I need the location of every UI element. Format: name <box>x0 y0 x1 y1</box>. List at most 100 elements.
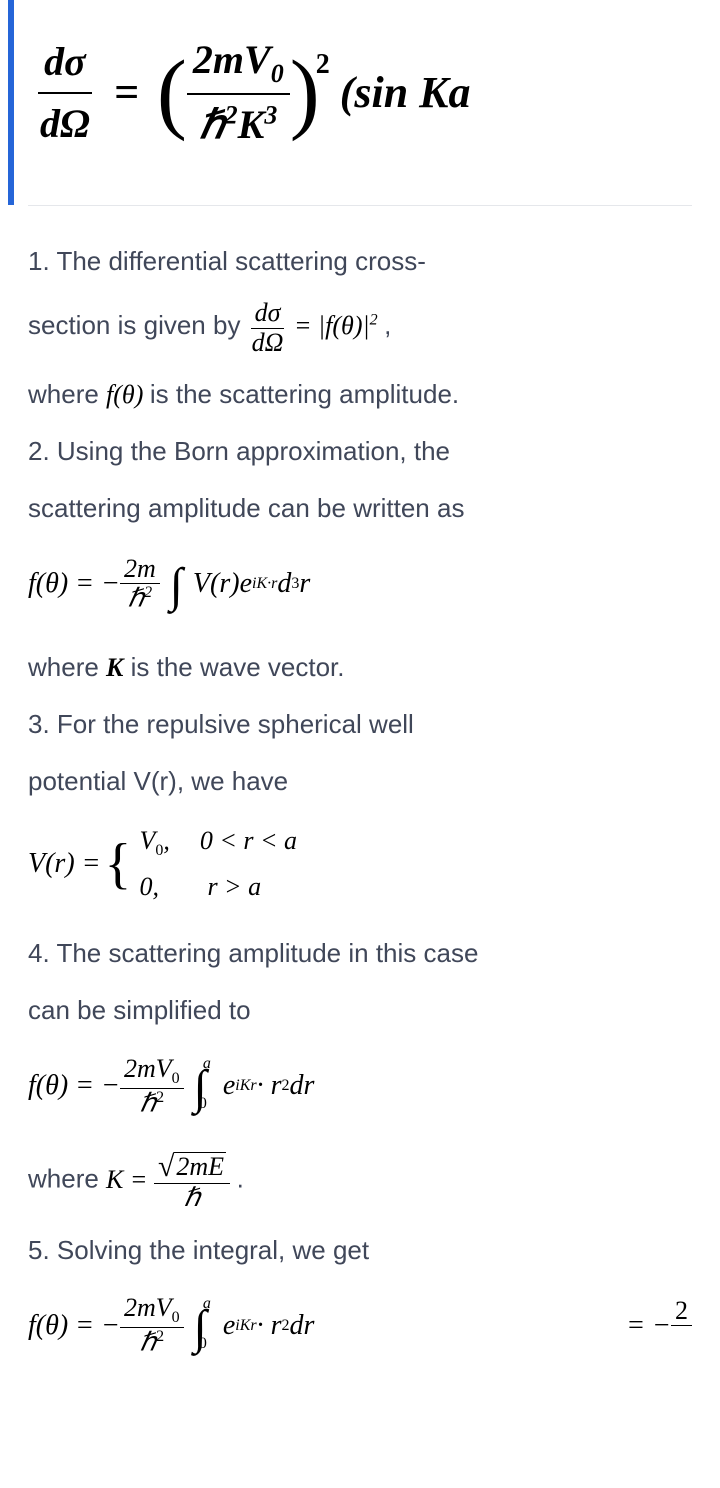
eq2-rhs-sup-text: iK·r <box>252 575 277 592</box>
s4c-math: K = √2mE ℏ <box>106 1165 237 1194</box>
equation-5: f(θ) = − 2mV0 ℏ2 ∫a0 eiKr · r2dr = − 2 <box>28 1290 692 1362</box>
eq5-frac-num: 2mV0 <box>120 1294 184 1328</box>
step-1-line3: where f(θ) is the scattering amplitude. <box>28 375 692 414</box>
eq4-frac-den-a: ℏ <box>140 1088 156 1117</box>
eq3-lhs: V(r) = <box>28 843 101 885</box>
eq3-c2-a: 0, <box>139 867 177 906</box>
eq5-body-c: dr <box>290 1305 315 1347</box>
s2c-math: K <box>106 653 123 682</box>
s1b-prefix: section is given by <box>28 310 248 340</box>
eq4-frac: 2mV0 ℏ2 <box>120 1055 184 1118</box>
s1b-mid: = |f(θ)| <box>294 311 370 340</box>
eq3-c1-a: V <box>139 826 155 855</box>
eq4-frac-den: ℏ2 <box>136 1089 168 1118</box>
inner-den-a-sup: 2 <box>225 101 238 130</box>
eq4-body-a: e <box>223 1065 235 1107</box>
s4c-frac-num: √2mE <box>154 1150 230 1184</box>
eq2-rhs-b: d <box>277 563 291 605</box>
eq4-body-b: · r <box>257 1065 282 1107</box>
equation-2: f(θ) = − 2m ℏ2 ∫ V(r)eiK·rd3r <box>28 548 692 620</box>
eq2-frac-den: ℏ2 <box>124 584 156 613</box>
eq5-int-top: a <box>203 1292 211 1316</box>
eq4-frac-num-a: 2mV <box>124 1054 172 1083</box>
eq2-lhs: f(θ) = − <box>28 563 120 605</box>
eq4-body-sup: iKr <box>235 1074 256 1098</box>
eq2-int: ∫ <box>170 550 183 622</box>
step-3-line2: potential V(r), we have <box>28 762 692 801</box>
eq2-rhs-b-sup: 3 <box>291 572 299 596</box>
paren-left: ( <box>157 66 187 120</box>
s2c-prefix: where <box>28 652 106 682</box>
eq2-frac-den-a: ℏ <box>128 584 144 613</box>
eq3-c1-cond: 0 < r < a <box>200 821 297 863</box>
eq3-c1-b: , <box>163 826 170 855</box>
eq5-tail-num: 2 <box>671 1297 692 1327</box>
s4c-sqrt: √2mE <box>158 1150 226 1183</box>
eq4-frac-num: 2mV0 <box>120 1055 184 1089</box>
s1c-prefix: where <box>28 379 106 409</box>
equation-3: V(r) = { V0, 0 < r < a 0, r > a <box>28 821 692 906</box>
step-4-line2: can be simplified to <box>28 991 692 1030</box>
lhs-den: dΩ <box>34 94 96 154</box>
eq5-tail: = − <box>626 1305 671 1347</box>
s1b-math: dσ dΩ = |f(θ)|2 <box>248 311 384 340</box>
eq5-tail-den <box>674 1326 689 1355</box>
eq5-frac-den-sup: 2 <box>156 1328 164 1345</box>
header-rest: (sin Ka <box>340 60 471 126</box>
inner-den-b-sup: 3 <box>264 101 277 130</box>
s1b-frac-num: dσ <box>251 299 285 329</box>
eq2-rhs-sup: iK·r <box>252 572 277 596</box>
inner-num: 2mV0 <box>187 30 290 95</box>
eq2-frac: 2m ℏ2 <box>120 555 160 614</box>
eq5-frac-num-a: 2mV <box>124 1293 172 1322</box>
eq3-cases: V0, 0 < r < a 0, r > a <box>139 821 297 906</box>
eq2-rhs-c: r <box>299 563 310 605</box>
step-2-line2: scattering amplitude can be written as <box>28 489 692 528</box>
s1c-suffix: is the scattering amplitude. <box>150 379 459 409</box>
eq3-c1-val: V0, <box>139 821 169 863</box>
s1b-suffix: , <box>384 310 391 340</box>
equation-4: f(θ) = − 2mV0 ℏ2 ∫a0 eiKr · r2dr <box>28 1050 692 1122</box>
eq5-int-bot: 0 <box>199 1332 207 1356</box>
s2c-suffix: is the wave vector. <box>123 652 344 682</box>
eq3-brace: { <box>105 850 132 878</box>
eq2-frac-den-sup: 2 <box>144 584 152 601</box>
inner-den-b: K <box>238 102 265 147</box>
eq3-case1: V0, 0 < r < a <box>139 821 297 863</box>
s4c-frac-den: ℏ <box>180 1184 204 1213</box>
lhs-fraction: dσ dΩ <box>34 32 96 154</box>
eq5-body-sup: iKr <box>235 1314 256 1338</box>
eq4-int-bot: 0 <box>199 1092 207 1116</box>
inner-fraction: 2mV0 ℏ2K3 <box>187 30 290 155</box>
step-3-line1: 3. For the repulsive spherical well <box>28 705 692 744</box>
eq4-lhs: f(θ) = − <box>28 1065 120 1107</box>
s4c-sqrt-sign: √ <box>158 1150 174 1183</box>
eq3-case2: 0, r > a <box>139 867 297 906</box>
step-1-line2: section is given by dσ dΩ = |f(θ)|2 , <box>28 299 692 357</box>
eq4-body-sup2: 2 <box>282 1074 290 1098</box>
eq5-frac-num-sub: 0 <box>172 1310 180 1327</box>
eq5-right: = − 2 <box>626 1297 692 1355</box>
inner-den-a: ℏ <box>199 102 224 147</box>
step-1-line1: 1. The differential scattering cross- <box>28 242 692 281</box>
step-4-line1: 4. The scattering amplitude in this case <box>28 934 692 973</box>
eq2-rhs-a: V(r)e <box>193 563 252 605</box>
s4c-prefix: where <box>28 1164 106 1194</box>
lhs-num: dσ <box>38 32 92 94</box>
s4c-frac: √2mE ℏ <box>154 1150 230 1213</box>
eq5-frac-den-a: ℏ <box>140 1328 156 1357</box>
inner-num-sub: 0 <box>271 59 284 88</box>
outer-sup: 2 <box>316 44 330 86</box>
step-2-line3: where K is the wave vector. <box>28 648 692 687</box>
eq5-body-a: e <box>223 1305 235 1347</box>
step-4-line3: where K = √2mE ℏ . <box>28 1150 692 1213</box>
content: 1. The differential scattering cross- se… <box>0 242 720 1362</box>
eq5-body-b: · r <box>257 1305 282 1347</box>
eq5-left: f(θ) = − 2mV0 ℏ2 ∫a0 eiKr · r2dr <box>28 1290 314 1362</box>
s4c-sqrt-body: 2mE <box>174 1152 226 1182</box>
s1b-frac: dσ dΩ <box>248 299 288 357</box>
header-formula: dσ dΩ = ( 2mV0 ℏ2K3 ) 2 (sin Ka <box>8 0 720 205</box>
equals: = <box>114 60 139 126</box>
eq5-frac-den: ℏ2 <box>136 1328 168 1357</box>
eq4-int-top: a <box>203 1052 211 1076</box>
